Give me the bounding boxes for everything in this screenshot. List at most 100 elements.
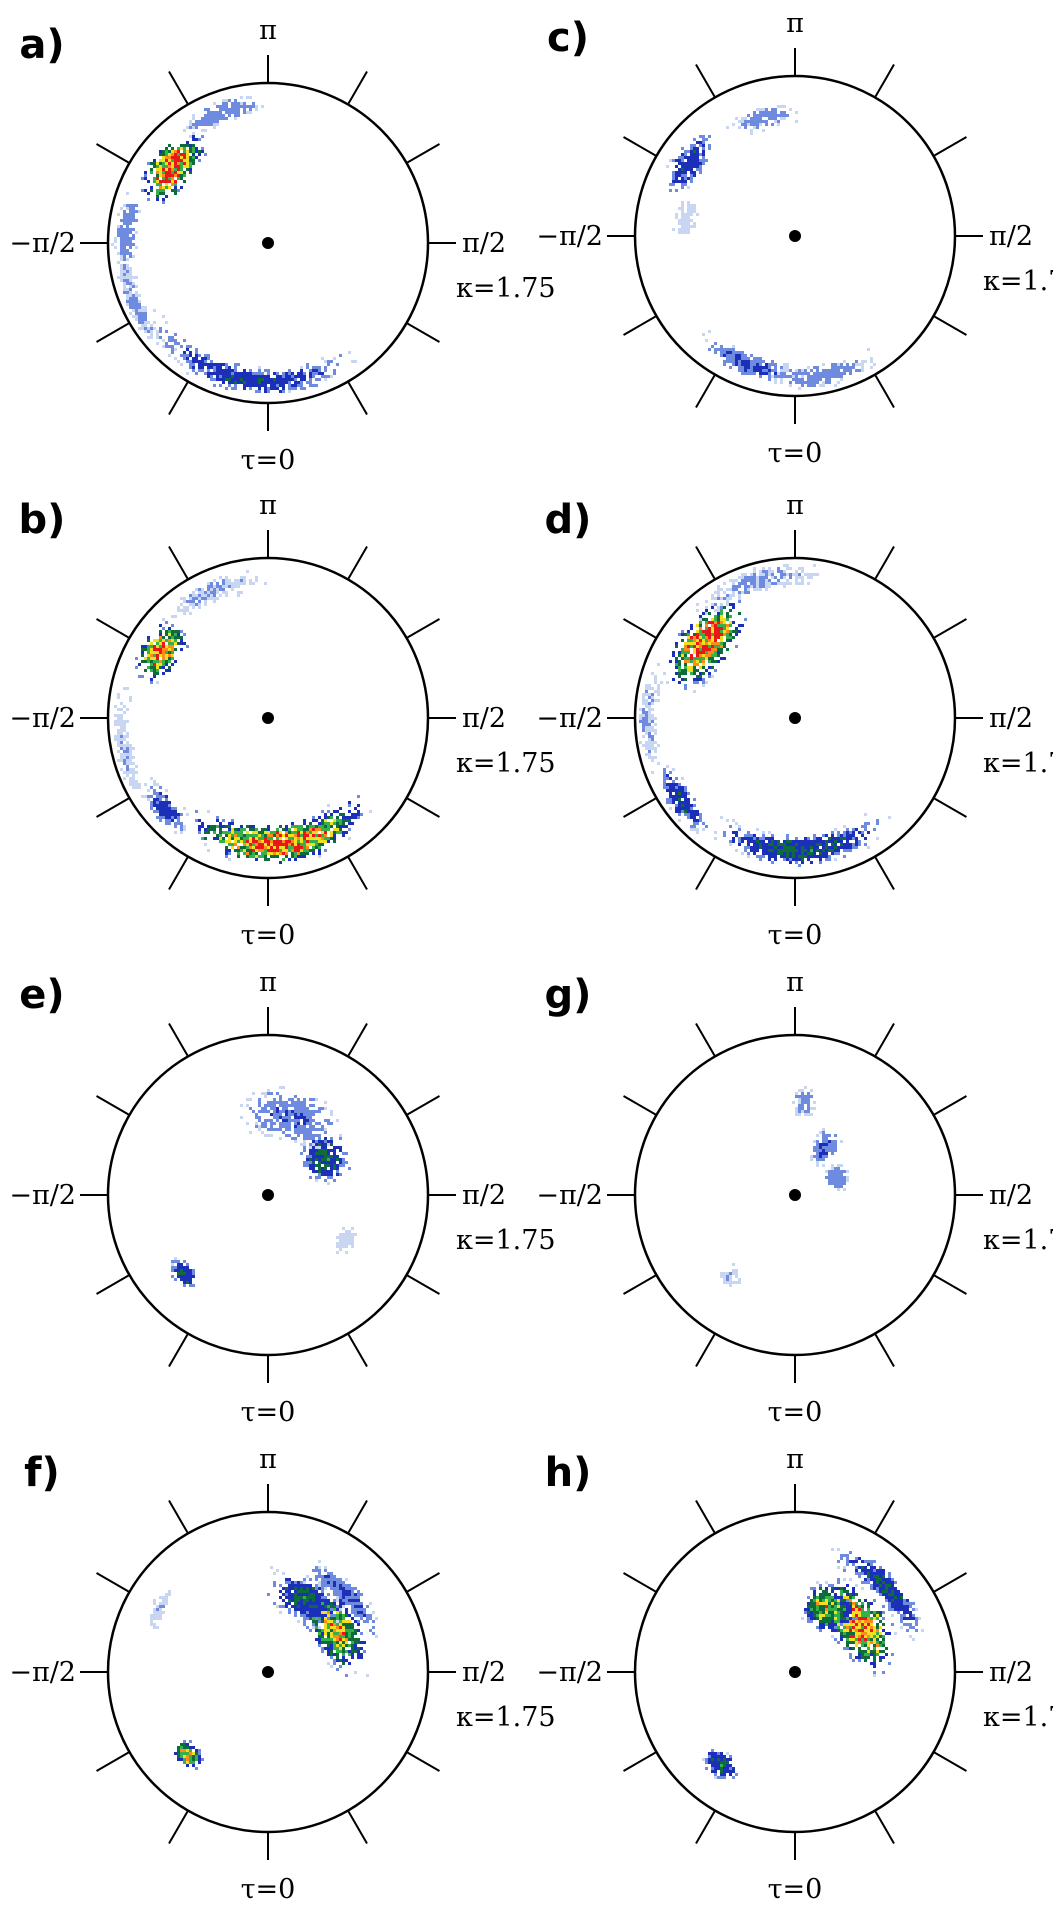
density-cell	[126, 768, 129, 771]
density-cell	[159, 807, 162, 810]
density-cell	[237, 849, 240, 852]
density-cell	[153, 309, 156, 312]
density-cell	[822, 363, 825, 366]
density-cell	[123, 282, 126, 285]
density-cell	[690, 150, 693, 153]
density-cell	[267, 846, 270, 849]
density-cell	[186, 348, 189, 351]
density-cell	[189, 120, 192, 123]
density-cell	[168, 339, 171, 342]
density-cell	[321, 828, 324, 831]
density-cell	[219, 825, 222, 828]
density-cell	[834, 363, 837, 366]
density-cell	[228, 585, 231, 588]
density-cell	[270, 843, 273, 846]
density-cell	[156, 651, 159, 654]
density-cell	[678, 174, 681, 177]
density-cell	[171, 657, 174, 660]
density-cell	[186, 354, 189, 357]
center-dot	[789, 230, 801, 242]
density-cell	[129, 273, 132, 276]
density-cell	[321, 834, 324, 837]
density-cell	[264, 375, 267, 378]
density-cell	[228, 99, 231, 102]
density-cell	[177, 813, 180, 816]
density-cell	[780, 111, 783, 114]
density-cell	[219, 108, 222, 111]
density-cell	[123, 273, 126, 276]
density-cell	[672, 159, 675, 162]
density-cell	[150, 666, 153, 669]
density-cell	[168, 810, 171, 813]
density-cell	[189, 123, 192, 126]
density-cell	[321, 810, 324, 813]
density-cell	[222, 381, 225, 384]
density-cell	[303, 855, 306, 858]
density-cell	[816, 369, 819, 372]
density-cell	[750, 117, 753, 120]
density-cell	[129, 300, 132, 303]
density-cell	[690, 144, 693, 147]
density-cell	[132, 774, 135, 777]
density-cell	[120, 219, 123, 222]
density-cell	[300, 849, 303, 852]
density-cell	[843, 360, 846, 363]
density-cell	[195, 360, 198, 363]
density-cell	[696, 150, 699, 153]
density-cell	[204, 597, 207, 600]
density-cell	[216, 120, 219, 123]
density-cell	[870, 360, 873, 363]
density-cell	[240, 96, 243, 99]
density-cell	[249, 372, 252, 375]
density-cell	[699, 165, 702, 168]
density-cell	[768, 369, 771, 372]
density-cell	[255, 381, 258, 384]
density-cell	[270, 381, 273, 384]
density-cell	[846, 363, 849, 366]
density-cell	[693, 222, 696, 225]
density-cell	[123, 291, 126, 294]
density-cell	[315, 834, 318, 837]
density-cell	[183, 174, 186, 177]
tick-mark	[695, 64, 716, 98]
density-cell	[264, 384, 267, 387]
density-cell	[165, 162, 168, 165]
density-cell	[159, 330, 162, 333]
density-cell	[177, 816, 180, 819]
density-cell	[237, 834, 240, 837]
density-cell	[177, 609, 180, 612]
density-cell	[225, 366, 228, 369]
density-cell	[129, 276, 132, 279]
density-cell	[231, 105, 234, 108]
density-cell	[195, 123, 198, 126]
density-cell	[708, 660, 711, 663]
density-cell	[300, 378, 303, 381]
density-cell	[270, 831, 273, 834]
density-cell	[156, 180, 159, 183]
density-cell	[207, 120, 210, 123]
density-cell	[267, 825, 270, 828]
density-cell	[177, 606, 180, 609]
density-cell	[120, 273, 123, 276]
density-cell	[732, 363, 735, 366]
density-cell	[120, 258, 123, 261]
density-cell	[273, 378, 276, 381]
density-cell	[282, 828, 285, 831]
density-cell	[234, 828, 237, 831]
density-cell	[255, 858, 258, 861]
density-cell	[177, 168, 180, 171]
density-cell	[156, 792, 159, 795]
density-cell	[270, 384, 273, 387]
density-cell	[723, 624, 726, 627]
density-cell	[150, 168, 153, 171]
density-cell	[708, 135, 711, 138]
density-cell	[192, 162, 195, 165]
density-cell	[249, 111, 252, 114]
density-cell	[252, 381, 255, 384]
density-cell	[276, 378, 279, 381]
density-cell	[741, 372, 744, 375]
density-cell	[696, 162, 699, 165]
density-cell	[771, 123, 774, 126]
density-cell	[174, 348, 177, 351]
